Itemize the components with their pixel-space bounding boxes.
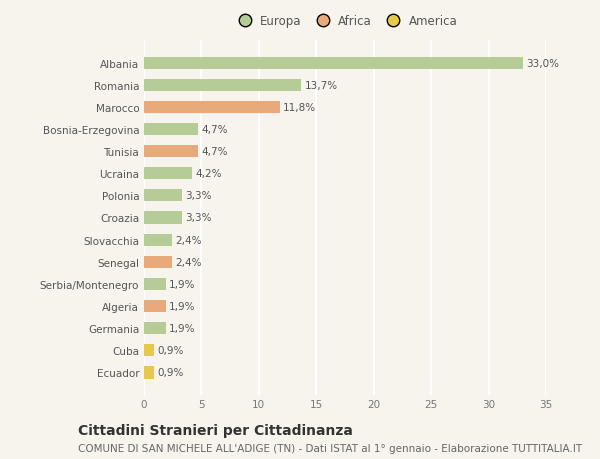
Bar [144, 234, 172, 246]
Text: 1,9%: 1,9% [169, 302, 196, 311]
Text: 3,3%: 3,3% [185, 213, 212, 223]
Text: 3,3%: 3,3% [185, 191, 212, 201]
Text: 11,8%: 11,8% [283, 103, 316, 112]
Legend: Europa, Africa, America: Europa, Africa, America [229, 12, 461, 32]
Text: 4,2%: 4,2% [196, 169, 222, 179]
Bar [144, 101, 280, 114]
Bar [144, 57, 523, 69]
Bar [144, 278, 166, 291]
Bar [144, 123, 198, 136]
Bar [144, 300, 166, 313]
Bar [144, 322, 166, 335]
Text: 0,9%: 0,9% [158, 346, 184, 356]
Text: 4,7%: 4,7% [202, 147, 228, 157]
Bar [144, 256, 172, 268]
Bar [144, 212, 182, 224]
Text: 2,4%: 2,4% [175, 257, 202, 267]
Text: 4,7%: 4,7% [202, 125, 228, 134]
Bar [144, 168, 192, 180]
Bar [144, 344, 154, 357]
Text: 1,9%: 1,9% [169, 279, 196, 289]
Bar [144, 190, 182, 202]
Bar [144, 146, 198, 158]
Bar [144, 79, 301, 92]
Text: COMUNE DI SAN MICHELE ALL'ADIGE (TN) - Dati ISTAT al 1° gennaio - Elaborazione T: COMUNE DI SAN MICHELE ALL'ADIGE (TN) - D… [78, 443, 582, 453]
Bar [144, 367, 154, 379]
Text: 13,7%: 13,7% [305, 80, 338, 90]
Text: 33,0%: 33,0% [526, 58, 559, 68]
Text: 2,4%: 2,4% [175, 235, 202, 245]
Text: 0,9%: 0,9% [158, 368, 184, 378]
Text: 1,9%: 1,9% [169, 324, 196, 333]
Text: Cittadini Stranieri per Cittadinanza: Cittadini Stranieri per Cittadinanza [78, 423, 353, 437]
